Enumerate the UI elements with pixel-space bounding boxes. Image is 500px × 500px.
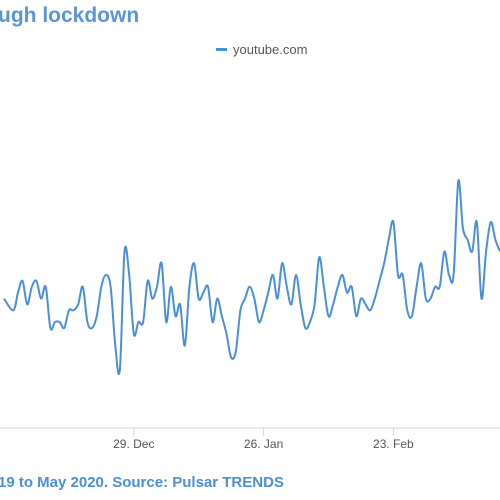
chart-title: ugh lockdown xyxy=(0,4,140,27)
legend[interactable]: youtube.com xyxy=(216,42,307,57)
series-line-youtube[interactable] xyxy=(3,179,500,376)
legend-label: youtube.com xyxy=(233,42,308,57)
chart-source-caption: 19 to May 2020. Source: Pulsar TRENDS xyxy=(0,474,284,491)
x-tick-label: 26. Jan xyxy=(244,437,283,451)
x-tick-label: 23. Feb xyxy=(373,437,414,451)
x-tick-label: 29. Dec xyxy=(113,437,154,451)
legend-swatch xyxy=(216,48,227,51)
